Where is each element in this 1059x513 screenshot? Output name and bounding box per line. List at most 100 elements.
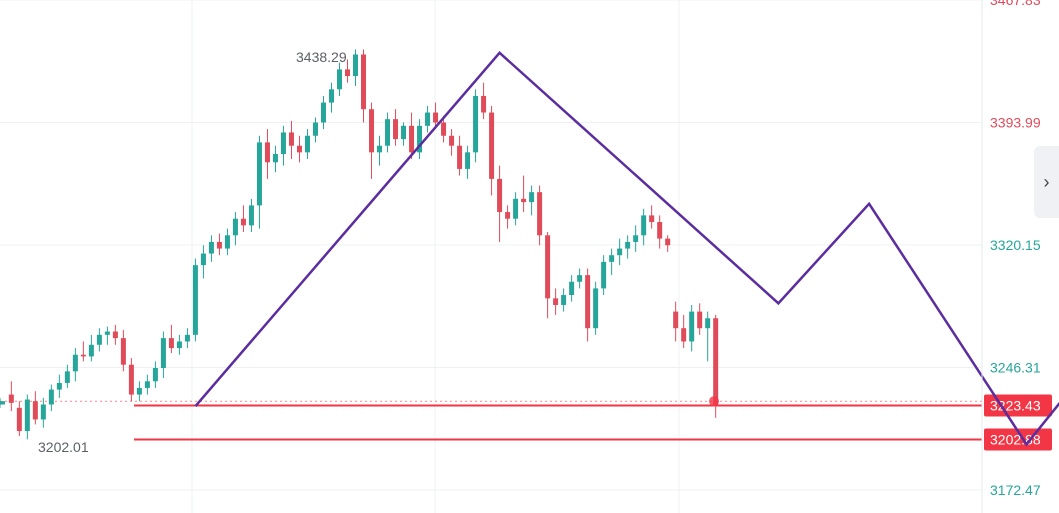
candle xyxy=(160,331,166,378)
pattern-polyline[interactable] xyxy=(194,51,1059,491)
candle-body xyxy=(56,382,62,390)
candle-body xyxy=(409,125,415,153)
candle-body xyxy=(601,261,607,289)
candle xyxy=(377,135,383,166)
price-axis[interactable]: 3467.83 3393.99 3320.15 3246.31 3172.47 xyxy=(981,0,1041,513)
candle xyxy=(457,135,463,176)
candle xyxy=(280,125,286,166)
candle xyxy=(441,115,447,143)
horizontal-line-label: 3202.88 xyxy=(990,432,1041,448)
candle xyxy=(489,105,495,196)
candle-body xyxy=(288,132,294,146)
candle xyxy=(120,329,126,372)
candle-body xyxy=(345,69,351,77)
candle xyxy=(112,324,118,345)
last-price-marker xyxy=(709,396,719,407)
candle xyxy=(337,62,342,96)
candle-body xyxy=(184,334,190,342)
candle-body xyxy=(537,192,543,236)
candle-body xyxy=(264,142,270,163)
candle xyxy=(304,129,310,159)
candle xyxy=(561,288,567,312)
candle xyxy=(401,122,407,146)
candle-body xyxy=(393,119,399,140)
candle-body xyxy=(72,354,78,372)
pattern-drawing[interactable] xyxy=(194,51,1059,491)
low-price-label: 3202.01 xyxy=(38,439,89,455)
candle xyxy=(224,228,230,256)
candle-body xyxy=(513,198,519,219)
candle xyxy=(264,129,270,179)
candle xyxy=(24,394,30,440)
candlestick-series xyxy=(0,49,719,440)
candle-body xyxy=(521,198,527,203)
candle xyxy=(152,361,158,388)
candle xyxy=(208,235,214,262)
price-tick-label: 3320.15 xyxy=(990,237,1041,253)
candle xyxy=(393,109,399,146)
candle xyxy=(296,135,302,163)
candle-body xyxy=(497,178,503,213)
candle-body xyxy=(417,125,423,153)
candle-body xyxy=(489,112,495,179)
candle-body xyxy=(160,338,166,369)
candle-body xyxy=(152,368,158,382)
candle xyxy=(40,397,46,428)
candle xyxy=(216,233,222,256)
candle-body xyxy=(673,311,679,329)
candle xyxy=(104,326,110,345)
candle xyxy=(385,112,391,153)
candle xyxy=(657,215,663,249)
candle-body xyxy=(112,331,118,339)
candle-body xyxy=(585,275,591,329)
candle-body xyxy=(561,295,567,305)
candle-body xyxy=(296,145,302,153)
candle-body xyxy=(104,331,110,335)
collapse-panel-button[interactable]: › xyxy=(1034,146,1059,218)
candle xyxy=(425,105,431,133)
candle xyxy=(649,205,655,229)
candle xyxy=(345,59,351,83)
candle-body xyxy=(304,135,310,153)
candle xyxy=(625,235,631,259)
candle-body xyxy=(641,215,647,236)
candle xyxy=(505,205,511,229)
candle-body xyxy=(689,311,695,342)
candle xyxy=(312,117,318,143)
candle-body xyxy=(361,54,367,110)
candle xyxy=(481,82,487,120)
candle-body xyxy=(256,142,262,206)
candle-body xyxy=(312,122,318,136)
candle xyxy=(353,49,359,86)
candle xyxy=(328,82,334,113)
candle-body xyxy=(705,318,711,329)
candle xyxy=(497,165,503,242)
candle-body xyxy=(697,311,703,329)
candle-body xyxy=(713,318,719,405)
candle xyxy=(705,311,711,362)
candle-body xyxy=(128,364,134,395)
candle xyxy=(144,374,150,395)
candle-body xyxy=(577,275,583,282)
high-price-label: 3438.29 xyxy=(296,49,347,65)
candle-body xyxy=(433,112,439,123)
candle xyxy=(697,303,703,335)
candle-body xyxy=(96,334,102,345)
candle-body xyxy=(553,298,559,305)
candle xyxy=(449,129,455,156)
price-annotations: 3438.29 3202.01 xyxy=(38,49,347,455)
candle xyxy=(16,401,22,437)
candle xyxy=(8,381,14,412)
candle xyxy=(256,135,262,229)
candle-body xyxy=(633,235,639,242)
candle xyxy=(0,397,5,408)
candle xyxy=(609,248,615,276)
candle xyxy=(320,95,326,130)
candle-body xyxy=(192,265,198,335)
candle-body xyxy=(593,288,599,329)
candle-body xyxy=(32,401,38,420)
candle xyxy=(545,231,551,319)
candle xyxy=(417,119,423,159)
